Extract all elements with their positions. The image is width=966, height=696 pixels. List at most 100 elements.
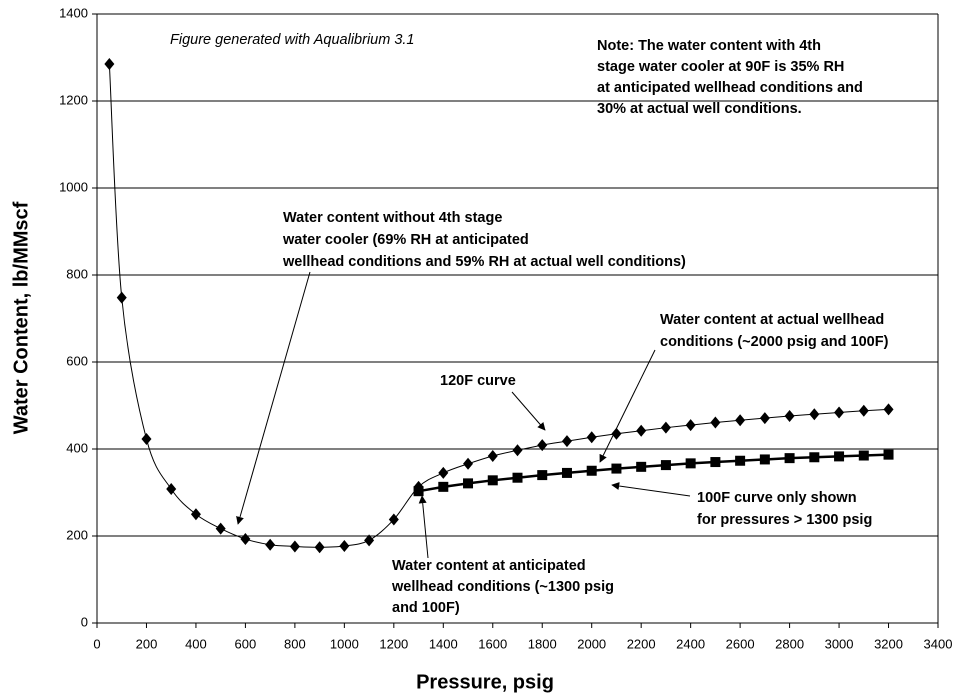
y-tick-label: 600 — [66, 353, 88, 368]
x-tick-label: 1600 — [478, 636, 507, 651]
annotation: Note: The water content with 4th — [597, 38, 821, 54]
diamond-marker — [240, 533, 251, 546]
diamond-marker — [215, 522, 226, 535]
square-marker — [834, 451, 845, 462]
diamond-marker — [561, 435, 572, 448]
square-marker — [438, 481, 449, 492]
diamond-marker — [166, 483, 177, 496]
diamond-marker — [364, 534, 375, 547]
diamond-marker — [265, 538, 276, 551]
annotation: wellhead conditions (~1300 psig — [391, 579, 614, 595]
diamond-marker — [858, 404, 869, 417]
series-line — [108, 63, 889, 548]
x-tick-label: 2600 — [726, 636, 755, 651]
x-axis-label: Pressure, psig — [416, 671, 554, 693]
square-marker — [611, 463, 622, 474]
square-marker — [512, 472, 523, 483]
x-tick-label: 200 — [136, 636, 158, 651]
square-marker — [561, 467, 572, 478]
x-tick-label: 2800 — [775, 636, 804, 651]
square-marker — [759, 454, 770, 465]
annotation: Water content at anticipated — [392, 558, 586, 574]
square-marker — [636, 461, 647, 472]
annotation: and 100F) — [392, 600, 460, 616]
annotation: Water content at actual wellhead — [660, 312, 884, 328]
diamond-marker — [487, 449, 498, 462]
diamond-marker — [512, 444, 523, 457]
diamond-marker — [611, 427, 622, 440]
x-tick-label: 1400 — [429, 636, 458, 651]
x-tick-label: 1000 — [330, 636, 359, 651]
annotation: at anticipated wellhead conditions and — [597, 80, 863, 96]
diamond-marker — [636, 424, 647, 437]
square-marker — [809, 452, 820, 463]
annotation: for pressures > 1300 psig — [697, 512, 872, 528]
x-tick-label: 3200 — [874, 636, 903, 651]
x-tick-label: 3400 — [924, 636, 953, 651]
y-axis-label: Water Content, lb/MMscf — [10, 201, 32, 434]
diamond-marker — [463, 457, 474, 470]
annotation: stage water cooler at 90F is 35% RH — [597, 59, 844, 75]
x-tick-label: 600 — [235, 636, 257, 651]
square-marker — [413, 486, 424, 497]
x-tick-label: 2400 — [676, 636, 705, 651]
annotation: 30% at actual well conditions. — [597, 101, 802, 117]
annotation: conditions (~2000 psig and 100F) — [660, 334, 889, 350]
y-tick-label: 1400 — [59, 5, 88, 20]
square-marker — [586, 465, 597, 476]
x-tick-label: 2200 — [627, 636, 656, 651]
diamond-marker — [834, 406, 845, 419]
x-tick-label: 800 — [284, 636, 306, 651]
y-tick-label: 0 — [81, 614, 88, 629]
diamond-marker — [388, 513, 399, 526]
diamond-marker — [104, 58, 115, 71]
diamond-marker — [685, 419, 696, 432]
x-tick-label: 3000 — [825, 636, 854, 651]
diamond-marker — [710, 416, 721, 429]
annotation-arrow — [236, 271, 311, 525]
x-tick-label: 0 — [93, 636, 100, 651]
square-marker — [784, 453, 795, 464]
y-tick-label: 1200 — [59, 92, 88, 107]
annotation-arrow — [511, 391, 546, 431]
x-tick-label: 1200 — [379, 636, 408, 651]
annotation: Figure generated with Aqualibrium 3.1 — [170, 32, 415, 48]
annotation-arrow — [599, 349, 656, 463]
annotation: Water content without 4th stage — [283, 210, 502, 226]
annotation-arrow — [611, 482, 691, 497]
x-tick-label: 2000 — [577, 636, 606, 651]
y-tick-label: 1000 — [59, 179, 88, 194]
diamond-marker — [660, 421, 671, 434]
square-marker — [487, 475, 498, 486]
square-marker — [660, 460, 671, 471]
annotation-arrow — [418, 495, 429, 559]
diamond-marker — [438, 466, 449, 479]
diamond-marker — [759, 412, 770, 425]
x-tick-label: 1800 — [528, 636, 557, 651]
x-tick-label: 400 — [185, 636, 207, 651]
diamond-marker — [809, 408, 820, 421]
annotation: 120F curve — [440, 373, 516, 389]
square-marker — [710, 457, 721, 468]
diamond-marker — [339, 540, 350, 553]
square-marker — [685, 458, 696, 469]
y-tick-label: 800 — [66, 266, 88, 281]
diamond-marker — [141, 432, 152, 445]
diamond-marker — [735, 414, 746, 427]
annotation: water cooler (69% RH at anticipated — [282, 232, 529, 248]
diamond-marker — [116, 291, 127, 304]
y-tick-label: 200 — [66, 527, 88, 542]
annotation: wellhead conditions and 59% RH at actual… — [282, 254, 686, 270]
diamond-marker — [784, 409, 795, 422]
annotation: 100F curve only shown — [697, 490, 857, 506]
diamond-marker — [537, 439, 548, 452]
diamond-marker — [883, 403, 894, 416]
diamond-marker — [190, 508, 201, 521]
square-marker — [537, 470, 548, 481]
diamond-marker — [314, 541, 325, 554]
square-marker — [883, 449, 894, 460]
y-tick-label: 400 — [66, 440, 88, 455]
diamond-marker — [586, 431, 597, 444]
square-marker — [735, 455, 746, 466]
